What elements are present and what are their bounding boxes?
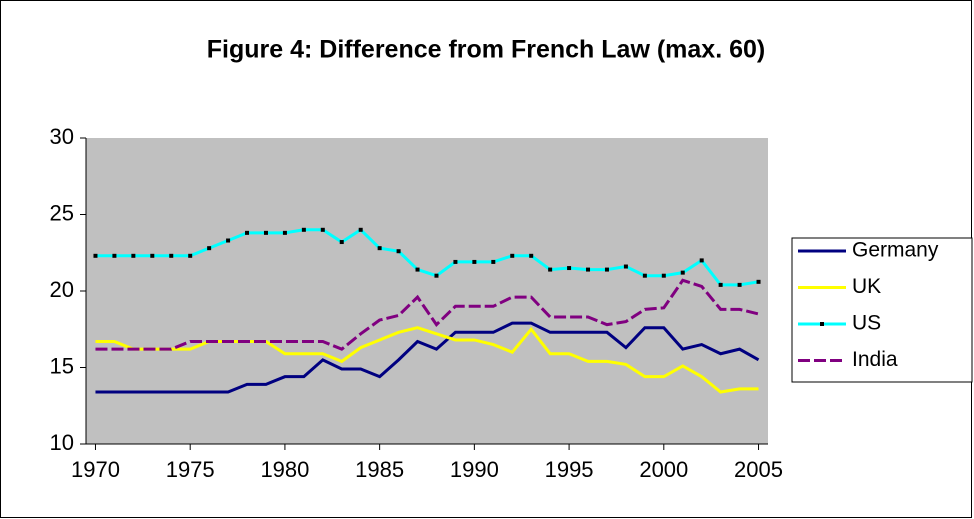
plot-area (86, 138, 768, 444)
x-tick-label: 1970 (71, 457, 120, 482)
series-marker (718, 282, 723, 287)
series-marker (510, 253, 515, 258)
series-marker (263, 230, 268, 235)
series-marker (642, 273, 647, 278)
series-marker (150, 253, 155, 258)
series-marker (320, 227, 325, 232)
legend-box (791, 237, 973, 383)
y-tick-label: 20 (50, 277, 74, 302)
x-tick-label: 2005 (734, 457, 783, 482)
legend-marker (820, 322, 824, 326)
series-marker (207, 246, 212, 251)
chart-title: Figure 4: Difference from French Law (ma… (207, 36, 765, 64)
series-marker (188, 253, 193, 258)
series-marker (472, 259, 477, 264)
y-tick-label: 10 (50, 430, 74, 455)
x-tick-label: 2000 (639, 457, 688, 482)
series-marker (680, 270, 685, 275)
legend-label: Germany (852, 239, 939, 262)
series-line (95, 227, 759, 287)
series-marker (169, 253, 174, 258)
series-marker (453, 259, 458, 264)
series-marker (282, 230, 287, 235)
series-marker (245, 230, 250, 235)
series-marker (604, 267, 609, 272)
series-marker (358, 227, 363, 232)
series-marker (377, 246, 382, 251)
series-marker (661, 273, 666, 278)
x-tick-label: 1990 (450, 457, 499, 482)
series-line (95, 321, 760, 394)
series-marker (93, 253, 98, 258)
x-tick-label: 1995 (545, 457, 594, 482)
series-marker (737, 282, 742, 287)
series-marker (586, 267, 591, 272)
y-tick-label: 15 (50, 353, 74, 378)
legend-label: UK (852, 275, 881, 298)
series-marker (131, 253, 136, 258)
legend-label: US (852, 312, 881, 335)
series-marker (623, 264, 628, 269)
y-tick-label: 30 (50, 124, 74, 149)
series-marker (301, 227, 306, 232)
y-tick-label: 25 (50, 200, 74, 225)
series-line (95, 278, 759, 351)
x-tick-label: 1980 (260, 457, 309, 482)
series-marker (339, 240, 344, 245)
series-marker (699, 258, 704, 263)
series-line (95, 326, 759, 394)
series-marker (756, 279, 761, 284)
series-marker (434, 273, 439, 278)
series-marker (548, 267, 553, 272)
x-tick-label: 1985 (355, 457, 404, 482)
series-marker (567, 266, 572, 271)
x-tick-label: 1975 (166, 457, 215, 482)
legend-label: India (852, 348, 898, 371)
series-marker (491, 259, 496, 264)
series-marker (396, 249, 401, 254)
series-marker (112, 253, 117, 258)
series-marker (529, 253, 534, 258)
series-marker (415, 267, 420, 272)
series-marker (226, 238, 231, 243)
